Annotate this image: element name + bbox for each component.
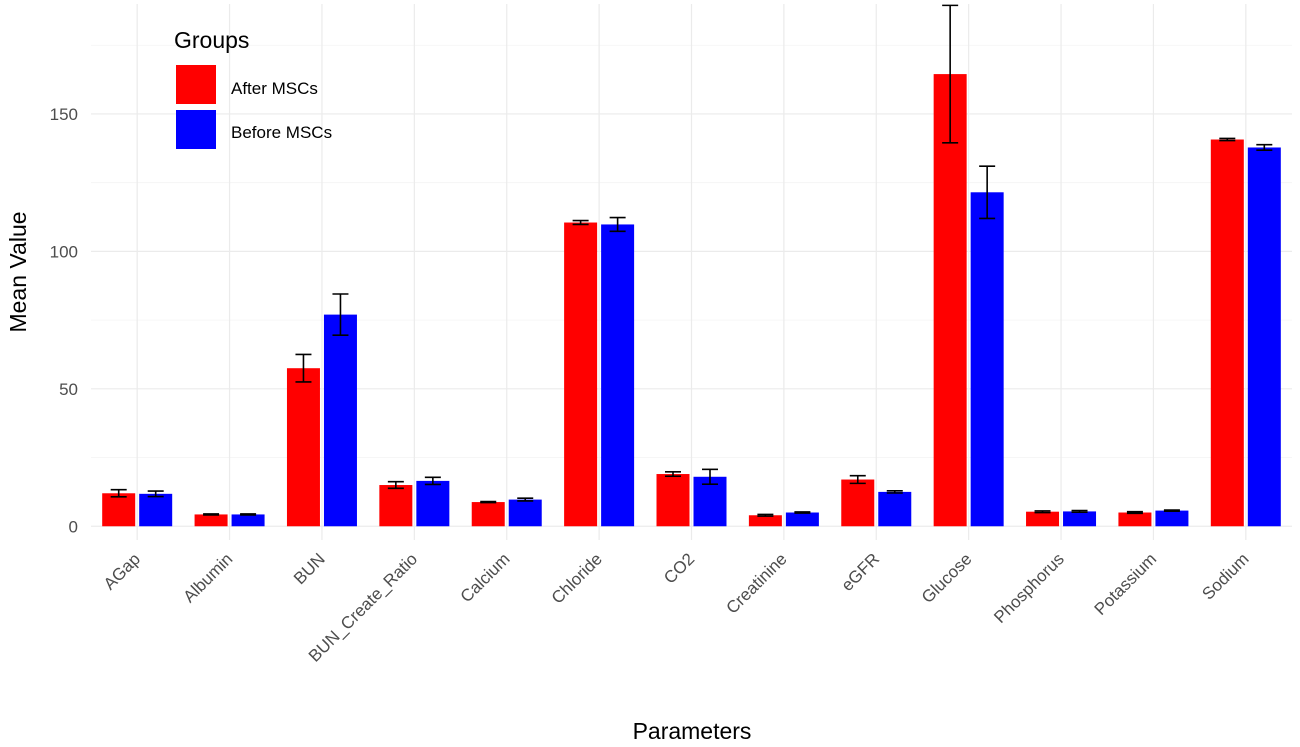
error-bar (240, 513, 257, 516)
bar-before-Albumin (231, 514, 265, 527)
x-tick-label: BUN (290, 549, 329, 588)
x-tick-label: CO2 (660, 549, 698, 587)
x-tick-label: Phosphorus (990, 549, 1068, 627)
bar-before-BUN (323, 314, 357, 527)
legend: Groups After MSCs Before MSCs (174, 27, 332, 149)
y-tick-label: 150 (50, 105, 78, 124)
error-bar (757, 513, 774, 517)
error-bar (332, 293, 349, 337)
x-tick-label: Calcium (457, 549, 514, 606)
y-tick-label: 100 (50, 242, 78, 261)
y-axis-ticks: 0 50 100 150 (50, 105, 78, 536)
bar-before-Calcium (508, 499, 542, 527)
error-bar (424, 476, 441, 486)
error-bar (147, 490, 164, 498)
bar-before-Phosphorus (1063, 511, 1097, 527)
bar-before-BUN_Create_Ratio (416, 480, 450, 527)
bar-after-AGap (102, 493, 136, 527)
error-bar (849, 474, 866, 485)
bar-after-BUN (286, 368, 320, 527)
bar-after-Potassium (1118, 512, 1152, 527)
bar-after-Albumin (194, 514, 228, 527)
y-tick-label: 50 (59, 380, 78, 399)
error-bar (1163, 509, 1180, 512)
bar-before-Potassium (1155, 510, 1189, 527)
bar-after-CO2 (656, 474, 690, 527)
error-bar (1256, 143, 1273, 152)
error-bar (387, 480, 404, 490)
bar-before-Chloride (601, 224, 635, 527)
bar-after-eGFR (841, 479, 875, 527)
legend-label-before: Before MSCs (231, 123, 332, 142)
bar-before-Creatinine (785, 512, 819, 527)
error-bar (1219, 137, 1236, 142)
x-axis-title: Parameters (633, 718, 752, 744)
x-tick-label: Glucose (918, 549, 976, 607)
bar-after-Calcium (471, 502, 505, 527)
error-bars (110, 4, 1273, 517)
x-tick-label: Albumin (180, 549, 237, 606)
bar-after-Creatinine (748, 515, 782, 527)
bar-after-BUN_Create_Ratio (379, 485, 413, 527)
bar-after-Chloride (564, 222, 598, 527)
bar-after-Sodium (1210, 139, 1244, 527)
legend-label-after: After MSCs (231, 79, 318, 98)
error-bar (702, 468, 718, 486)
bar-after-Glucose (933, 74, 967, 527)
legend-swatch-after (176, 65, 216, 104)
bar-before-Glucose (970, 192, 1004, 527)
error-bar (1071, 509, 1088, 514)
error-bar (979, 165, 996, 220)
x-tick-label: AGap (100, 549, 144, 593)
bar-after-Phosphorus (1026, 511, 1060, 527)
x-tick-label: eGFR (838, 549, 883, 594)
error-bar (572, 219, 589, 226)
error-bar (665, 471, 681, 478)
y-tick-label: 0 (69, 517, 78, 536)
bar-before-eGFR (878, 491, 912, 527)
legend-swatch-before (176, 110, 216, 149)
error-bar (295, 353, 312, 383)
error-bar (1034, 510, 1051, 514)
error-bar (517, 497, 534, 502)
x-tick-label: Sodium (1198, 549, 1252, 603)
bar-before-Sodium (1247, 147, 1281, 527)
error-bar (110, 488, 127, 498)
error-bar (794, 511, 811, 514)
bar-before-AGap (139, 493, 173, 527)
error-bar (480, 500, 497, 504)
y-axis-title: Mean Value (5, 211, 31, 332)
bar-before-CO2 (693, 476, 727, 527)
error-bar (203, 513, 220, 516)
error-bar (886, 489, 903, 494)
x-tick-label: Potassium (1091, 549, 1161, 619)
error-bar (942, 4, 959, 144)
x-tick-label: Chloride (548, 549, 606, 607)
x-tick-label: Creatinine (722, 549, 790, 617)
error-bar (609, 216, 626, 233)
legend-title: Groups (174, 27, 249, 53)
error-bar (1126, 510, 1143, 515)
bars (102, 74, 1281, 527)
